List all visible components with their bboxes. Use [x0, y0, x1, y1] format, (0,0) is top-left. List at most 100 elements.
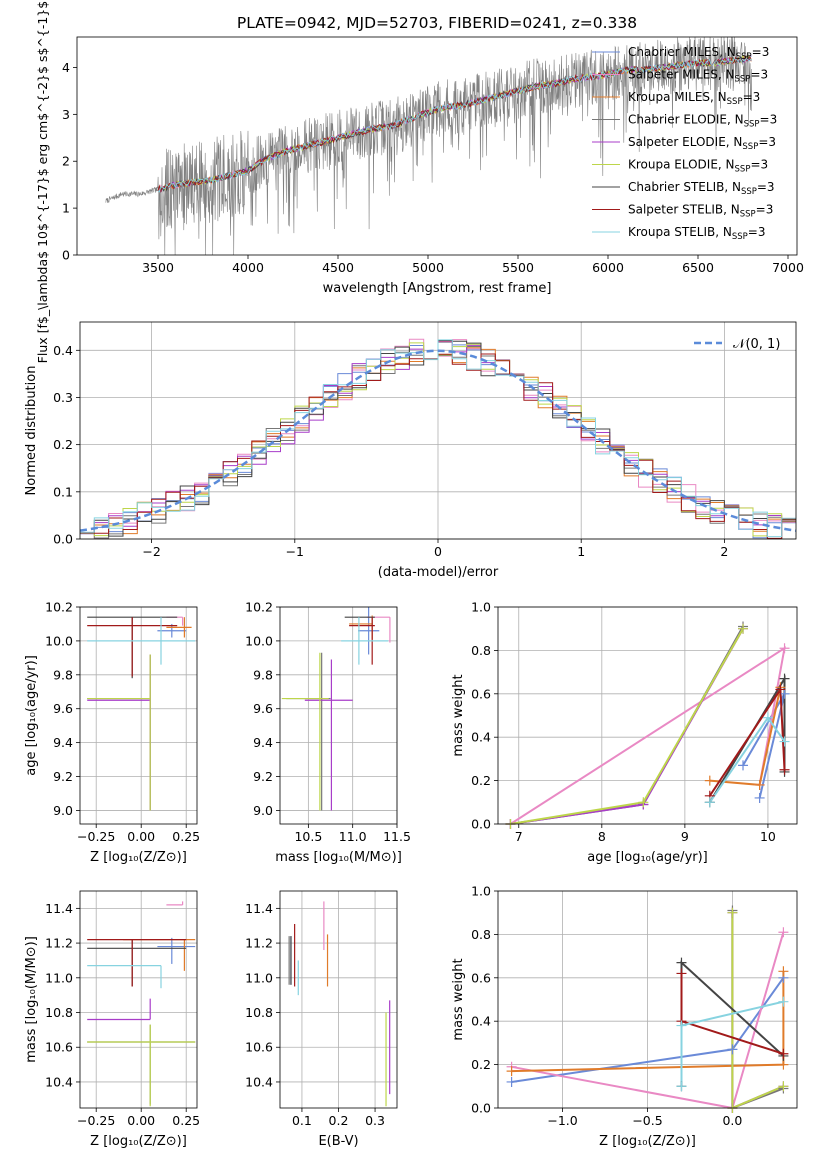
plot-area — [87, 901, 196, 1107]
x-tick-label: 0.2 — [329, 1113, 349, 1128]
chart-spectrum: 3500 4000 4500 5000 5500 6000 6500 7000 0 1 2 3 4 wav… — [35, 0, 804, 363]
y-tick-label: 11.4 — [45, 901, 73, 916]
legend-label: Salpeter MILES, NSSP=3 — [628, 68, 768, 85]
y-tick-label: 0.6 — [471, 970, 491, 985]
weight-marker — [676, 957, 687, 968]
x-tick-label: −2 — [142, 544, 160, 559]
weight-marker — [704, 797, 715, 808]
weight-marker — [778, 1048, 789, 1059]
legend-suffix: =3 — [752, 45, 770, 59]
plot-frame — [279, 890, 398, 1109]
legend-sub: SSP — [735, 165, 751, 175]
grid — [280, 606, 398, 824]
observed-spectrum — [105, 37, 752, 255]
legend-suffix: =3 — [758, 135, 776, 149]
weight-marker — [778, 996, 789, 1007]
weight-marker — [738, 760, 749, 771]
weight-marker — [778, 1081, 789, 1092]
y-tick-label: 1.0 — [471, 600, 491, 615]
weight-marker — [775, 684, 786, 695]
y-tick-label: 10.4 — [45, 1074, 73, 1089]
y-axis-label: Normed distribution — [24, 366, 39, 496]
weight-line-1 — [511, 931, 785, 1108]
x-tick-label: 5500 — [502, 260, 534, 275]
y-tick-label: 9.2 — [53, 769, 73, 784]
legend-label: Chabrier STELIB, NSSP=3 — [628, 180, 775, 197]
y-tick-label: 0.8 — [471, 927, 491, 942]
legend-sub: SSP — [740, 210, 756, 220]
y-tick-label: 11.2 — [45, 936, 73, 951]
y-tick-label: 9.2 — [253, 769, 273, 784]
legend-label: Kroupa ELODIE, NSSP=3 — [628, 158, 768, 175]
weight-marker — [506, 1066, 517, 1077]
y-tick-label: 10.0 — [45, 633, 73, 648]
weight-marker — [754, 792, 765, 803]
plot-frame — [79, 321, 797, 540]
y-tick-label: 10.6 — [45, 1040, 73, 1055]
y-tick-label: 10.2 — [245, 600, 273, 615]
x-tick-label: 0.00 — [127, 829, 155, 844]
x-tick-label: 9 — [681, 829, 689, 844]
legend-label: Salpeter STELIB, NSSP=3 — [628, 203, 773, 220]
y-tick-label: 0.2 — [471, 773, 491, 788]
y-tick-label: 2 — [62, 154, 70, 169]
ticks: −2 −1 0 1 2 0.0 0.1 0.2 0.3 0.4 — [53, 343, 728, 559]
legend-sub: SSP — [732, 232, 748, 242]
weight-marker — [727, 907, 738, 918]
x-tick-label: 2 — [720, 544, 728, 559]
x-axis-label: age [log₁₀(age/yr)] — [587, 850, 708, 865]
x-tick-label: 6000 — [592, 260, 624, 275]
legend-sub: SSP — [744, 120, 760, 130]
grid — [80, 606, 197, 824]
x-tick-label: 8 — [598, 829, 606, 844]
plot-frame — [279, 606, 398, 825]
y-tick-label: 0 — [62, 248, 70, 263]
y-tick-label: 11.4 — [245, 901, 273, 916]
weight-marker — [638, 797, 649, 808]
y-tick-label: 0.2 — [471, 1057, 491, 1072]
x-tick-label: 11.5 — [383, 829, 411, 844]
legend-suffix: =3 — [750, 68, 768, 82]
grid — [498, 606, 797, 825]
y-tick-label: 4 — [62, 60, 70, 75]
legend-label: Kroupa STELIB, NSSP=3 — [628, 225, 766, 242]
y-tick-label: 10.8 — [245, 1005, 273, 1020]
chart-age-vs-mass: 10.5 11.0 11.5 9.0 9.2 9.4 9.6 9.8 10.0 10.2 mass … — [245, 600, 411, 866]
grid — [80, 891, 197, 1108]
legend-label: Salpeter ELODIE, NSSP=3 — [628, 135, 776, 152]
ticks: 7 8 9 10 0.0 0.2 0.4 0.6 0.8 1.0 — [471, 600, 776, 845]
x-axis-label: wavelength [Angstrom, rest frame] — [323, 281, 552, 296]
y-tick-label: 0.0 — [471, 1101, 491, 1116]
x-axis-label: Z [log₁₀(Z/Z⊙)] — [599, 1134, 696, 1149]
weight-marker — [778, 1059, 789, 1070]
legend-suffix: =3 — [756, 203, 774, 217]
weight-line-3 — [510, 626, 744, 824]
plot-area — [80, 338, 796, 539]
x-tick-label: 5000 — [412, 260, 444, 275]
weight-line-5 — [731, 912, 784, 1108]
legend-sub: SSP — [742, 142, 758, 152]
x-axis-label: Z [log₁₀(Z/Z⊙)] — [90, 850, 187, 865]
ticks: −0.25 0.00 0.25 9.0 9.2 9.4 9.6 9.8 10.0 10.2 — [45, 600, 200, 845]
y-tick-label: 11.0 — [45, 970, 73, 985]
plot-frame — [79, 890, 198, 1109]
y-tick-label: 3 — [62, 107, 70, 122]
legend-suffix: =3 — [743, 90, 761, 104]
x-tick-label: 10.5 — [294, 829, 322, 844]
x-tick-label: 11.0 — [339, 829, 367, 844]
y-tick-label: 10.8 — [45, 1005, 73, 1020]
x-tick-label: 0.3 — [365, 1113, 385, 1128]
plot-frame — [76, 36, 798, 256]
plot-frame — [497, 890, 798, 1109]
y-tick-label: 1 — [62, 201, 70, 216]
chart-mass-vs-ebv: 0.1 0.2 0.3 10.4 10.6 10.8 11.0 11.2 11.4 E(B-V) — [245, 890, 398, 1149]
x-tick-label: 3500 — [142, 260, 174, 275]
y-tick-label: 11.0 — [245, 970, 273, 985]
weight-marker — [754, 779, 765, 790]
y-tick-label: 0.4 — [471, 1014, 491, 1029]
x-tick-label: 0 — [434, 544, 442, 559]
gaussian-curve — [80, 349, 796, 532]
x-axis-label: E(B-V) — [318, 1134, 358, 1149]
weight-marker — [676, 1081, 687, 1092]
